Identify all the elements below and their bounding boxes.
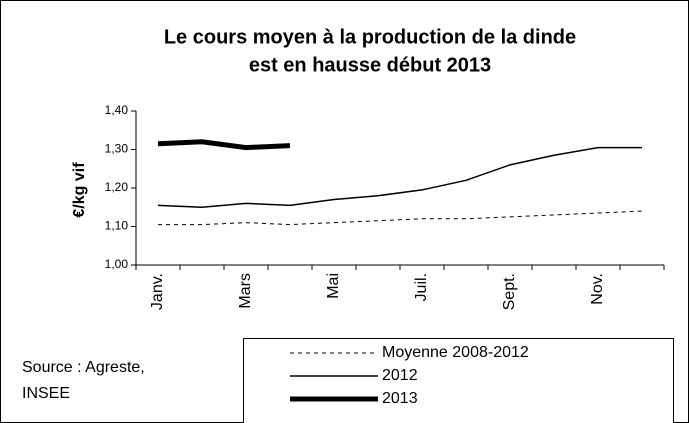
chart-title: Le cours moyen à la production de la din… [164,26,576,48]
x-tick-label: Nov. [589,273,606,305]
legend-label: Moyenne 2008-2012 [382,344,529,361]
y-tick-label: 1,10 [105,219,129,233]
series-line [157,146,642,209]
series-line [158,210,643,226]
x-tick-label: Mai [325,273,342,299]
legend-label: 2012 [382,367,418,384]
source-note: INSEE [22,385,70,402]
source-note: Source : Agreste, [22,359,145,376]
y-tick-label: 1,00 [105,257,129,271]
y-tick-label: 1,20 [105,180,129,194]
series-line [157,139,291,151]
y-tick-label: 1,40 [105,103,129,117]
legend-label: 2013 [382,390,418,407]
x-tick-label: Mars [237,273,254,309]
chart-title: est en hausse début 2013 [249,54,491,76]
y-tick-label: 1,30 [105,142,129,156]
y-axis-label: €/kg vif [71,162,88,218]
x-tick-label: Janv. [149,273,166,310]
x-tick-label: Juil. [413,273,430,301]
x-tick-label: Sept. [501,273,518,310]
